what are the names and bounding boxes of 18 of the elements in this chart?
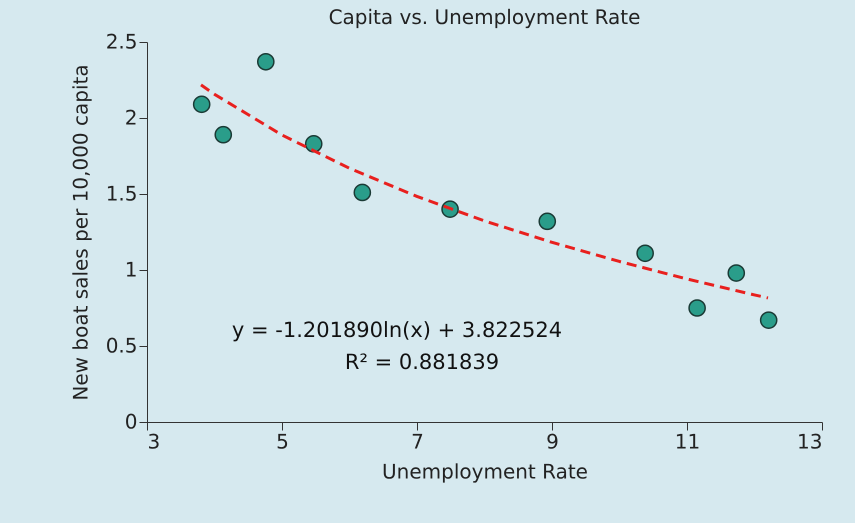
x-axis-title: Unemployment Rate	[382, 460, 588, 484]
y-tick-label: 0	[124, 410, 138, 434]
x-tick-label: 3	[148, 430, 160, 454]
annotation: R² = 0.881839	[344, 350, 500, 374]
annotation: y = -1.201890ln(x) + 3.822524	[232, 318, 562, 342]
x-tick-label: 11	[674, 430, 700, 454]
x-tick-label: 5	[276, 430, 289, 454]
y-tick-label: 1	[124, 258, 138, 282]
x-tick-label: 7	[411, 430, 424, 454]
y-tick-label: 2.5	[106, 30, 138, 54]
line-series	[200, 83, 770, 300]
y-tick-label: 0.5	[106, 334, 138, 358]
y-tick-label: 1.5	[106, 182, 138, 206]
y-tick-label: 2	[124, 106, 138, 130]
chart-title: Capita vs. Unemployment Rate	[328, 5, 640, 29]
y-axis-title: New boat sales per 10,000 capita	[68, 64, 93, 401]
x-tick-label: 9	[546, 430, 559, 454]
x-tick-label: 13	[797, 430, 822, 454]
